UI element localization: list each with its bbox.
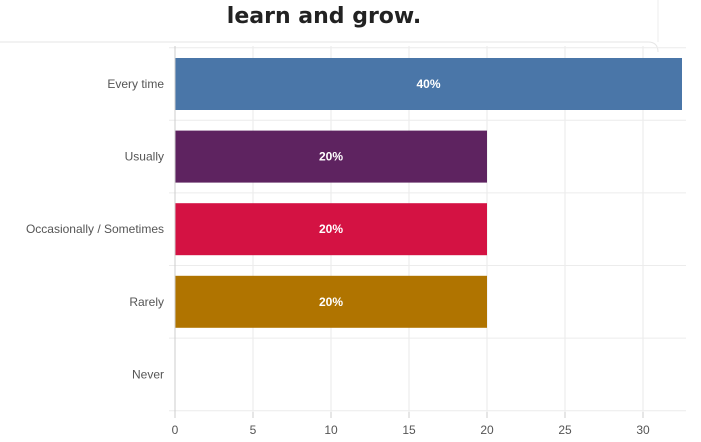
bar-data-label: 20% — [319, 295, 343, 309]
bar — [175, 275, 487, 328]
bar-data-label: 40% — [416, 77, 440, 91]
x-tick-label: 0 — [172, 423, 179, 437]
bar — [175, 203, 487, 256]
x-tick-label: 10 — [324, 423, 338, 437]
bar — [175, 58, 682, 110]
x-tick-label: 25 — [558, 423, 572, 437]
card-border — [0, 41, 659, 53]
x-tick-label: 20 — [480, 423, 494, 437]
category-label: Every time — [107, 77, 164, 91]
category-label: Rarely — [129, 295, 164, 309]
page-title: learn and grow. — [226, 4, 422, 29]
category-label: Occasionally / Sometimes — [26, 222, 164, 236]
bar-data-label: 20% — [319, 150, 343, 164]
x-tick-labels: 0 5 10 15 20 25 30 — [172, 423, 650, 437]
category-label: Never — [132, 367, 164, 381]
category-labels: Every time Usually Occasionally / Sometime… — [26, 77, 164, 381]
x-tick-label: 5 — [250, 423, 257, 437]
bar — [175, 130, 487, 183]
bar-data-label: 20% — [319, 222, 343, 236]
x-tick-label: 30 — [636, 423, 650, 437]
bars: 40% 20% 20% 20% — [175, 58, 682, 328]
x-tick-label: 15 — [402, 423, 416, 437]
category-label: Usually — [125, 150, 164, 164]
